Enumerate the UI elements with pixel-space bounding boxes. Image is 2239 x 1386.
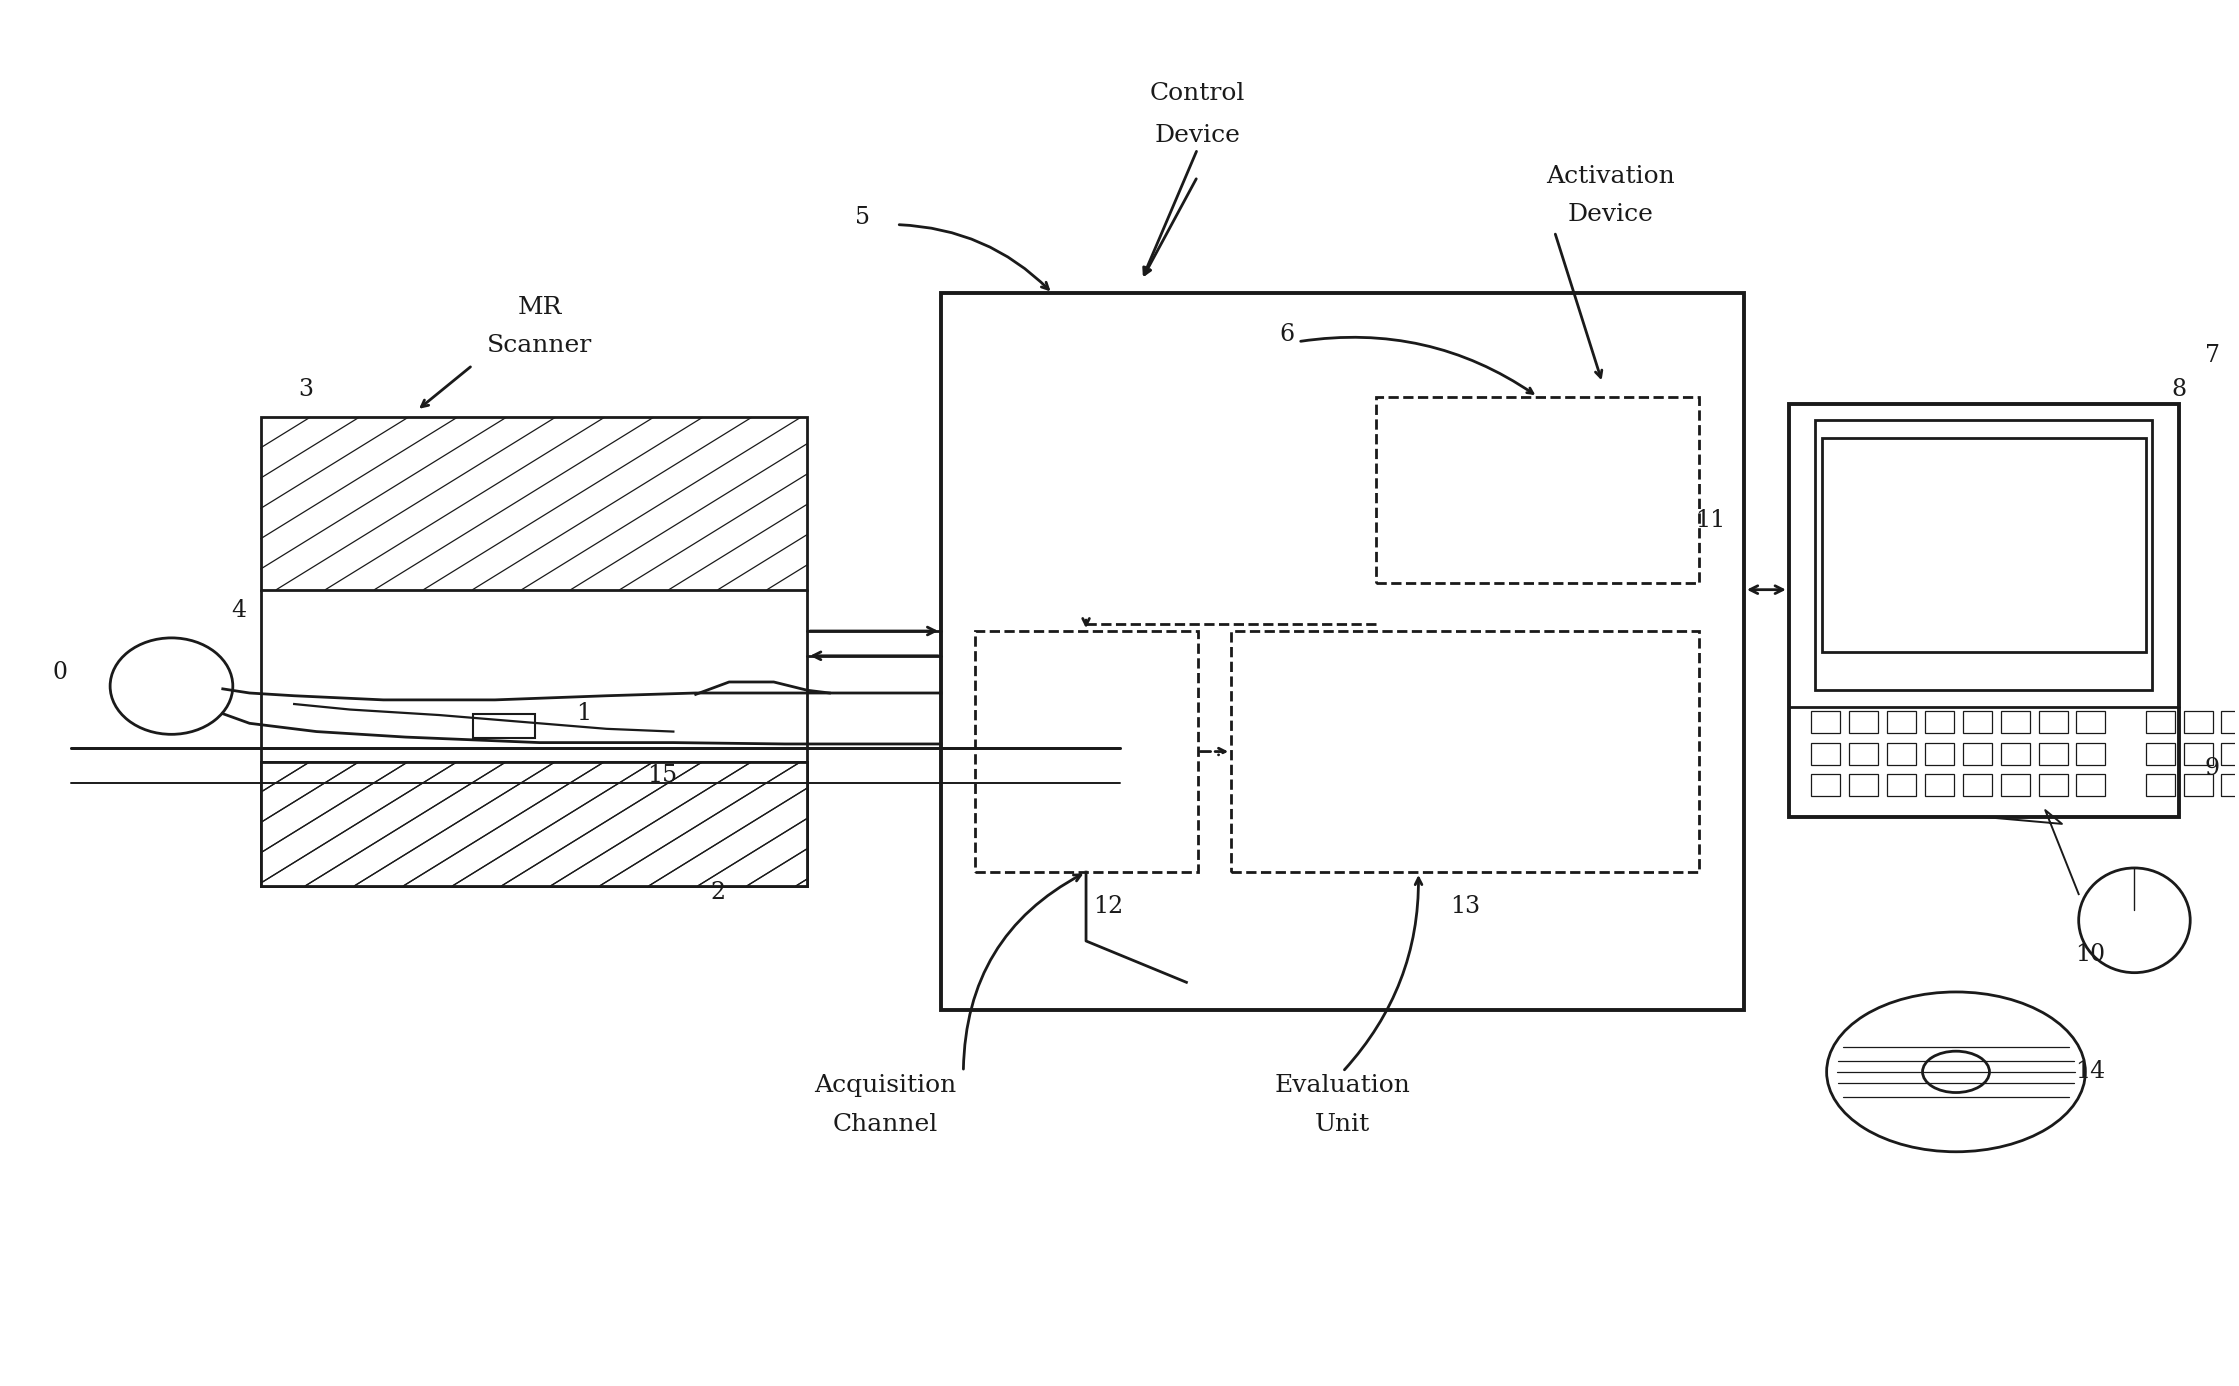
Text: Acquisition: Acquisition — [815, 1074, 956, 1098]
Text: Activation: Activation — [1545, 165, 1675, 188]
Text: 5: 5 — [855, 207, 871, 229]
Bar — [1926, 711, 1955, 733]
Bar — [2145, 775, 2174, 797]
Bar — [1964, 711, 1993, 733]
Text: 12: 12 — [1093, 895, 1124, 918]
Bar — [1887, 743, 1917, 765]
Bar — [1811, 711, 1840, 733]
Text: 11: 11 — [1695, 509, 1726, 532]
Text: Device: Device — [1155, 123, 1240, 147]
Bar — [2221, 775, 2239, 797]
Bar — [1964, 743, 1993, 765]
Bar — [1849, 775, 1879, 797]
Text: 15: 15 — [647, 764, 676, 787]
Text: 7: 7 — [2205, 344, 2221, 367]
Text: 14: 14 — [2076, 1060, 2105, 1084]
Bar — [2037, 775, 2067, 797]
Circle shape — [1827, 992, 2085, 1152]
Text: Evaluation: Evaluation — [1274, 1074, 1411, 1098]
Bar — [472, 714, 535, 739]
Text: Scanner: Scanner — [486, 334, 591, 358]
Bar — [260, 762, 808, 886]
Bar — [1811, 743, 1840, 765]
Text: 0: 0 — [51, 661, 67, 683]
Bar — [2221, 711, 2239, 733]
Bar — [2002, 743, 2029, 765]
Text: 1: 1 — [578, 703, 591, 725]
Bar — [1887, 711, 1917, 733]
Bar — [1231, 631, 1699, 872]
Bar — [2183, 775, 2212, 797]
Text: 13: 13 — [1451, 895, 1480, 918]
Text: 3: 3 — [298, 378, 313, 402]
Bar — [2076, 743, 2105, 765]
Text: Unit: Unit — [1314, 1113, 1370, 1135]
Bar — [2076, 711, 2105, 733]
Bar — [2037, 711, 2067, 733]
Text: 6: 6 — [1278, 323, 1294, 346]
Text: 9: 9 — [2205, 757, 2221, 780]
Bar — [1926, 743, 1955, 765]
Bar — [974, 631, 1198, 872]
Bar — [1887, 775, 1917, 797]
Bar — [260, 417, 808, 589]
Bar — [2037, 743, 2067, 765]
Ellipse shape — [110, 638, 233, 735]
Text: Channel: Channel — [833, 1113, 938, 1135]
Bar — [2002, 775, 2029, 797]
Bar — [2221, 743, 2239, 765]
Bar — [1816, 420, 2152, 690]
Bar — [1849, 711, 1879, 733]
Bar — [1926, 775, 1955, 797]
Ellipse shape — [2078, 868, 2190, 973]
Bar — [1811, 775, 1840, 797]
Bar — [2002, 711, 2029, 733]
Bar — [1849, 743, 1879, 765]
Bar — [940, 294, 1744, 1010]
Bar — [2145, 743, 2174, 765]
Text: Device: Device — [1567, 204, 1652, 226]
Bar — [260, 762, 808, 886]
Bar — [2183, 743, 2212, 765]
Bar — [1964, 775, 1993, 797]
Bar — [2145, 711, 2174, 733]
Text: Control: Control — [1151, 82, 1245, 105]
Text: 2: 2 — [710, 881, 725, 904]
Text: 4: 4 — [231, 599, 246, 622]
Text: 8: 8 — [2172, 378, 2188, 402]
Text: MR: MR — [517, 295, 562, 319]
Bar — [2183, 711, 2212, 733]
Bar — [260, 762, 808, 886]
Text: 10: 10 — [2076, 944, 2105, 966]
Bar — [1789, 403, 2179, 816]
Bar — [1377, 396, 1699, 582]
Circle shape — [1923, 1051, 1990, 1092]
Bar — [1823, 438, 2145, 651]
Bar — [2076, 775, 2105, 797]
